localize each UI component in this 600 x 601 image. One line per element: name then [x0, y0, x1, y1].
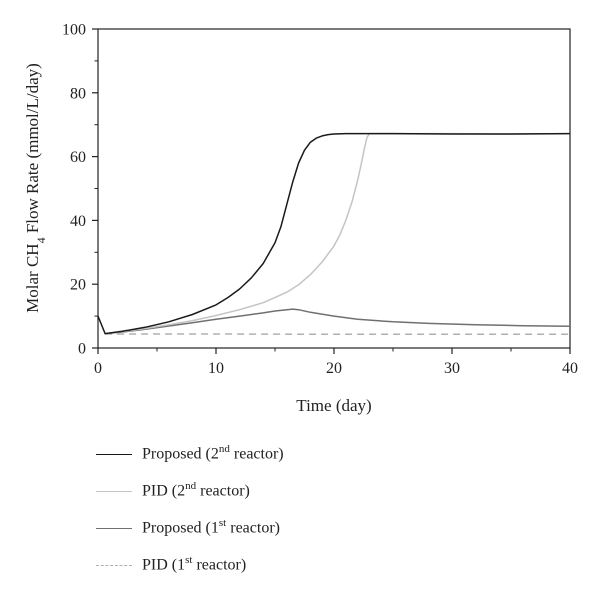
legend-label: Proposed (2nd reactor): [142, 443, 284, 463]
series-line-proposed-1st: [105, 308, 571, 335]
x-axis-title: Time (day): [296, 396, 371, 415]
y-tick-label: 60: [70, 149, 86, 166]
legend-item-proposed-1st: Proposed (1st reactor): [96, 512, 396, 549]
series-line-pid-2nd: [105, 132, 571, 335]
legend-swatch: [96, 565, 132, 566]
x-tick-label: 30: [444, 360, 460, 377]
x-tick-label: 0: [94, 360, 102, 377]
legend-swatch: [96, 454, 132, 455]
x-tick-label: 40: [562, 360, 578, 377]
series-line-proposed-2nd: [97, 132, 571, 335]
legend-item-pid-1st: PID (1st reactor): [96, 549, 396, 586]
y-tick-label: 80: [70, 85, 86, 102]
y-axis-title: Molar CH4 Flow Rate (mmol/L/day): [23, 63, 48, 313]
legend-label: PID (1st reactor): [142, 554, 247, 574]
y-tick-label: 40: [70, 213, 86, 230]
legend-label: Proposed (1st reactor): [142, 517, 280, 537]
legend-swatch: [96, 528, 132, 529]
y-tick-label: 100: [62, 22, 86, 39]
plot-area-border: [97, 28, 571, 349]
legend: Proposed (2nd reactor) PID (2nd reactor) P…: [96, 438, 396, 586]
x-tick-label: 10: [208, 360, 224, 377]
y-tick-label: 0: [78, 341, 86, 358]
legend-item-proposed-2nd: Proposed (2nd reactor): [96, 438, 396, 475]
x-tick-label: 20: [326, 360, 342, 377]
legend-swatch: [96, 491, 132, 492]
y-tick-label: 20: [70, 277, 86, 294]
legend-item-pid-2nd: PID (2nd reactor): [96, 475, 396, 512]
legend-label: PID (2nd reactor): [142, 480, 250, 500]
